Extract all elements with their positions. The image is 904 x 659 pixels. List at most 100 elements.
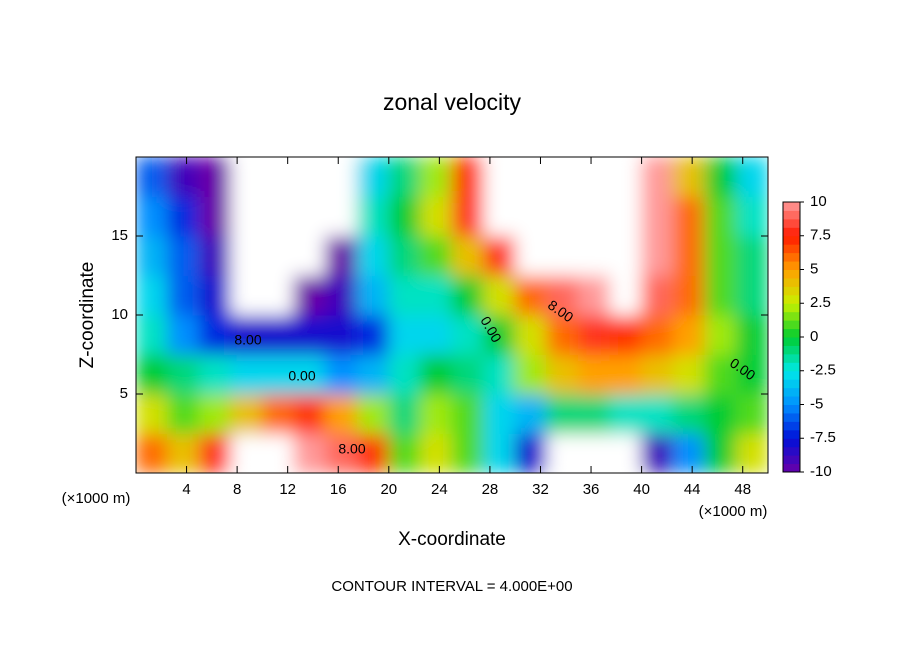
cell <box>419 235 453 276</box>
cell <box>293 314 327 355</box>
x-tick-label: 36 <box>583 481 600 498</box>
cell <box>641 314 674 355</box>
x-tick-label: 20 <box>380 481 397 498</box>
cell <box>735 235 768 276</box>
x-tick-label: 4 <box>182 481 190 498</box>
cell <box>325 196 358 237</box>
x-tick-label: 28 <box>482 481 499 498</box>
cell <box>704 275 737 316</box>
colorbar-step <box>783 269 800 279</box>
cell <box>261 275 295 316</box>
cell <box>735 433 768 473</box>
cell <box>577 275 611 316</box>
colorbar-step <box>783 337 800 346</box>
cell <box>735 157 768 197</box>
cell <box>546 157 579 197</box>
cell <box>198 275 232 316</box>
cell <box>293 433 327 473</box>
cell <box>356 393 390 434</box>
cell <box>609 196 643 237</box>
cell <box>704 393 737 434</box>
cell <box>388 433 421 473</box>
cell <box>514 157 548 197</box>
cell <box>325 314 358 355</box>
cell <box>261 314 295 355</box>
cell <box>546 196 579 237</box>
cell <box>388 275 421 316</box>
cell <box>577 196 611 237</box>
colorbar-step <box>783 294 800 304</box>
cell <box>230 235 263 276</box>
cell <box>198 354 232 395</box>
cell <box>230 314 263 355</box>
cell <box>167 235 200 276</box>
x-tick-label: 24 <box>431 481 448 498</box>
colorbar-tick-label: -5 <box>810 395 823 412</box>
cell <box>672 275 706 316</box>
cell <box>577 235 611 276</box>
cell <box>230 393 263 434</box>
cell <box>293 354 327 395</box>
cell <box>483 275 516 316</box>
cell <box>609 314 643 355</box>
cell <box>577 354 611 395</box>
cell <box>325 393 358 434</box>
cell <box>388 196 421 237</box>
x-tick-label: 8 <box>233 481 241 498</box>
cell <box>672 235 706 276</box>
cell <box>325 275 358 316</box>
cell <box>356 433 390 473</box>
colorbar-tick-label: -10 <box>810 463 832 480</box>
cell <box>704 314 737 355</box>
cell <box>483 354 516 395</box>
cell <box>419 433 453 473</box>
cell <box>230 275 263 316</box>
cell <box>514 235 548 276</box>
footer: CONTOUR INTERVAL = 4.000E+00 <box>331 578 572 595</box>
cell <box>483 235 516 276</box>
colorbar-step <box>783 244 800 254</box>
cell <box>546 393 579 434</box>
colorbar-step <box>783 252 800 262</box>
cell <box>546 433 579 473</box>
colorbar-step <box>783 379 800 389</box>
cell <box>419 354 453 395</box>
cell <box>577 314 611 355</box>
cell <box>704 235 737 276</box>
cell <box>735 196 768 237</box>
field <box>136 157 768 473</box>
cell <box>514 314 548 355</box>
cell <box>198 314 232 355</box>
cell <box>261 433 295 473</box>
cell <box>672 354 706 395</box>
cell <box>293 196 327 237</box>
cell <box>356 196 390 237</box>
colorbar-step <box>783 463 800 473</box>
cell <box>261 354 295 395</box>
cell <box>388 157 421 197</box>
cell <box>356 275 390 316</box>
cell <box>483 196 516 237</box>
cell <box>609 275 643 316</box>
cell <box>514 393 548 434</box>
cell <box>167 433 200 473</box>
cell <box>167 196 200 237</box>
colorbar-step <box>783 455 800 465</box>
colorbar-tick-label: 10 <box>810 193 827 210</box>
cell <box>198 196 232 237</box>
cell <box>546 354 579 395</box>
cell <box>230 157 263 197</box>
cell <box>388 235 421 276</box>
cell <box>641 433 674 473</box>
x-axis-label: X-coordinate <box>398 529 506 550</box>
colorbar-step <box>783 429 800 439</box>
contour-label: 8.00 <box>338 441 365 457</box>
cell <box>325 354 358 395</box>
cell <box>672 314 706 355</box>
cell <box>325 235 358 276</box>
cell <box>514 196 548 237</box>
colorbar-step <box>783 404 800 414</box>
cell <box>356 235 390 276</box>
contour-label: 8.00 <box>234 332 261 348</box>
